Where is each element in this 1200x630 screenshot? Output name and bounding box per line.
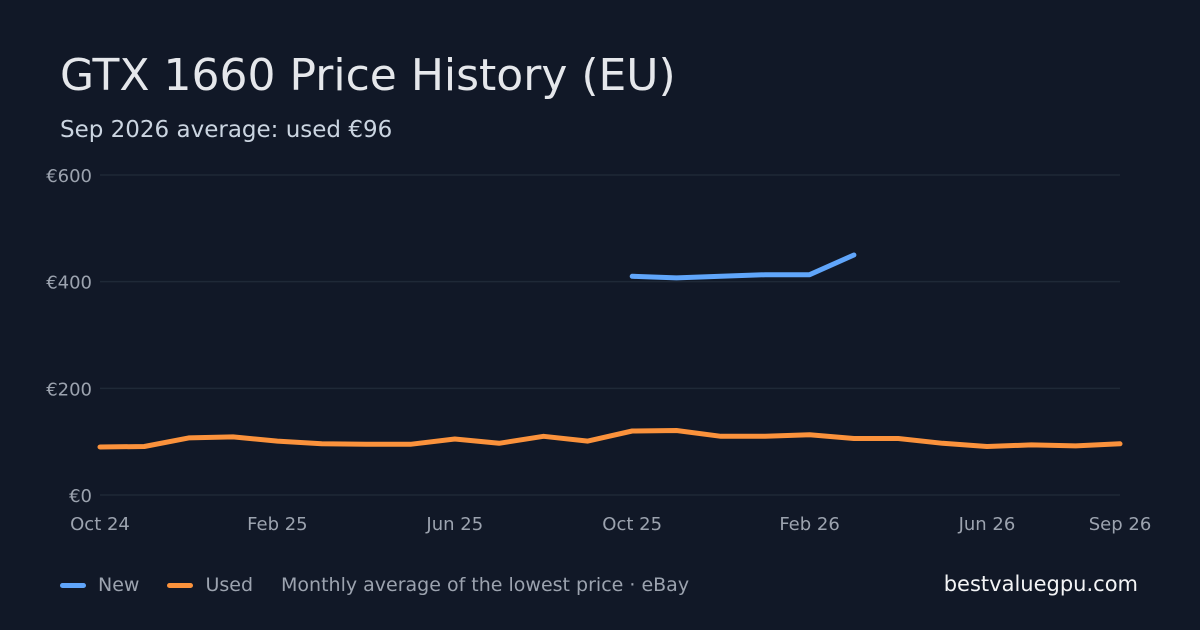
series-line-used (97, 428, 1123, 450)
x-tick-label: Oct 24 (70, 514, 130, 535)
legend-note: Monthly average of the lowest price · eB… (281, 574, 690, 596)
y-tick-label: €0 (69, 486, 92, 507)
x-tick-label: Jun 26 (958, 514, 1016, 535)
x-tick-label: Sep 26 (1089, 514, 1152, 535)
x-tick-label: Oct 25 (602, 514, 662, 535)
legend: New Used Monthly average of the lowest p… (60, 574, 689, 596)
y-axis-ticks: €0 €200 €400 €600 (46, 166, 92, 507)
x-axis-ticks: Oct 24 Feb 25 Jun 25 Oct 25 Feb 26 Jun 26 Sep … (70, 514, 1151, 535)
x-tick-label: Feb 26 (779, 514, 840, 535)
y-tick-label: €200 (46, 379, 92, 400)
y-tick-label: €400 (46, 273, 92, 294)
x-tick-label: Feb 25 (247, 514, 308, 535)
legend-swatch-used (167, 582, 194, 588)
legend-label-new: New (98, 574, 140, 596)
legend-item-used: Used (167, 574, 253, 596)
y-tick-label: €600 (46, 166, 92, 187)
series-layer (97, 252, 1123, 450)
legend-label-used: Used (205, 574, 254, 596)
series-line-new (629, 252, 857, 281)
legend-item-new: New (60, 574, 139, 596)
legend-swatch-new (60, 582, 86, 588)
grid-layer (100, 174, 1120, 496)
chart-title: GTX 1660 Price History (EU) (60, 50, 676, 101)
chart-subtitle: Sep 2026 average: used €96 (60, 117, 393, 143)
x-tick-label: Jun 25 (425, 514, 483, 535)
brand-link[interactable]: bestvaluegpu.com (943, 572, 1138, 596)
